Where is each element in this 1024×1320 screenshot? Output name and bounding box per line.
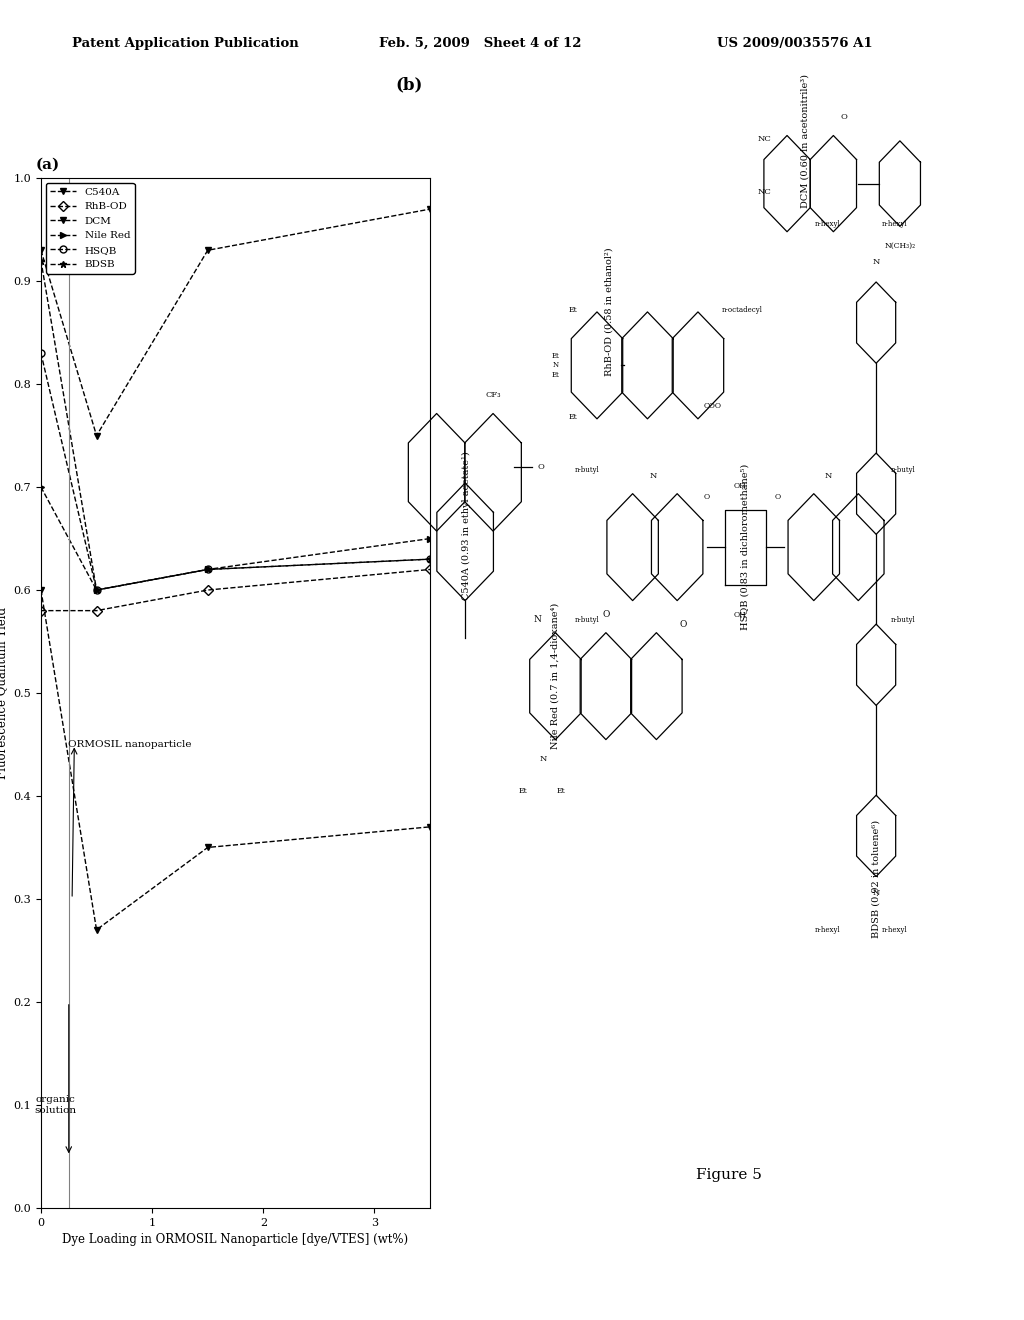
X-axis label: Dye Loading in ORMOSIL Nanoparticle [dye/VTES] (wt%): Dye Loading in ORMOSIL Nanoparticle [dye…	[62, 1233, 409, 1246]
Text: O: O	[775, 494, 781, 502]
Text: n-hexyl: n-hexyl	[815, 220, 841, 228]
Text: n-butyl: n-butyl	[891, 616, 915, 624]
Text: O: O	[703, 494, 710, 502]
Y-axis label: Fluorescence Quantum Yield: Fluorescence Quantum Yield	[0, 607, 8, 779]
Text: N(CH₃)₂: N(CH₃)₂	[885, 242, 915, 249]
Text: n-hexyl: n-hexyl	[815, 927, 841, 935]
Text: O: O	[679, 620, 687, 630]
Text: RhB-OD (0.58 in ethanol²): RhB-OD (0.58 in ethanol²)	[604, 248, 613, 376]
Text: (b): (b)	[395, 77, 423, 94]
Text: O: O	[538, 463, 545, 471]
Text: Et: Et	[557, 787, 565, 795]
Text: N: N	[825, 471, 833, 479]
Text: ORMOSIL nanoparticle: ORMOSIL nanoparticle	[69, 741, 191, 748]
Legend: C540A, RhB-OD, DCM, Nile Red, HSQB, BDSB: C540A, RhB-OD, DCM, Nile Red, HSQB, BDSB	[46, 183, 134, 273]
Text: COO: COO	[703, 403, 722, 411]
Text: N: N	[534, 615, 542, 624]
Text: NC: NC	[758, 135, 771, 143]
Text: Figure 5: Figure 5	[696, 1168, 762, 1183]
Text: DCM (0.60 in acetonitrile³): DCM (0.60 in acetonitrile³)	[801, 74, 809, 207]
Text: O: O	[602, 610, 609, 619]
Text: n-butyl: n-butyl	[575, 616, 600, 624]
Text: US 2009/0035576 A1: US 2009/0035576 A1	[717, 37, 872, 50]
Text: C540A (0.93 in ethyl acetate¹): C540A (0.93 in ethyl acetate¹)	[462, 451, 471, 601]
Text: BDSB (0.92 in toluene⁶): BDSB (0.92 in toluene⁶)	[871, 820, 881, 937]
Text: Et: Et	[518, 787, 527, 795]
Text: OH: OH	[733, 611, 745, 619]
Text: (a): (a)	[36, 157, 60, 172]
Text: Feb. 5, 2009   Sheet 4 of 12: Feb. 5, 2009 Sheet 4 of 12	[379, 37, 582, 50]
Text: N: N	[649, 471, 657, 479]
Text: CF₃: CF₃	[485, 392, 501, 400]
Text: N: N	[872, 257, 880, 265]
Text: Nile Red (0.7 in 1,4-dioxane⁴): Nile Red (0.7 in 1,4-dioxane⁴)	[551, 602, 560, 748]
Text: Et: Et	[569, 306, 578, 314]
Text: organic
solution: organic solution	[35, 1096, 77, 1114]
Text: Patent Application Publication: Patent Application Publication	[72, 37, 298, 50]
Text: n-hexyl: n-hexyl	[882, 927, 907, 935]
Text: n-hexyl: n-hexyl	[882, 220, 907, 228]
Text: n-octadecyl: n-octadecyl	[722, 306, 763, 314]
Text: n-butyl: n-butyl	[891, 466, 915, 474]
Text: OH: OH	[733, 482, 745, 490]
Text: n-butyl: n-butyl	[575, 466, 600, 474]
Text: O: O	[840, 114, 847, 121]
Text: HSQB (0.83 in dichloromethane⁵): HSQB (0.83 in dichloromethane⁵)	[741, 465, 750, 630]
Text: Et
N
Et: Et N Et	[552, 352, 559, 379]
Text: N: N	[872, 888, 880, 896]
Text: N: N	[540, 755, 547, 763]
Text: NC: NC	[758, 189, 771, 197]
Text: Et: Et	[569, 413, 578, 421]
